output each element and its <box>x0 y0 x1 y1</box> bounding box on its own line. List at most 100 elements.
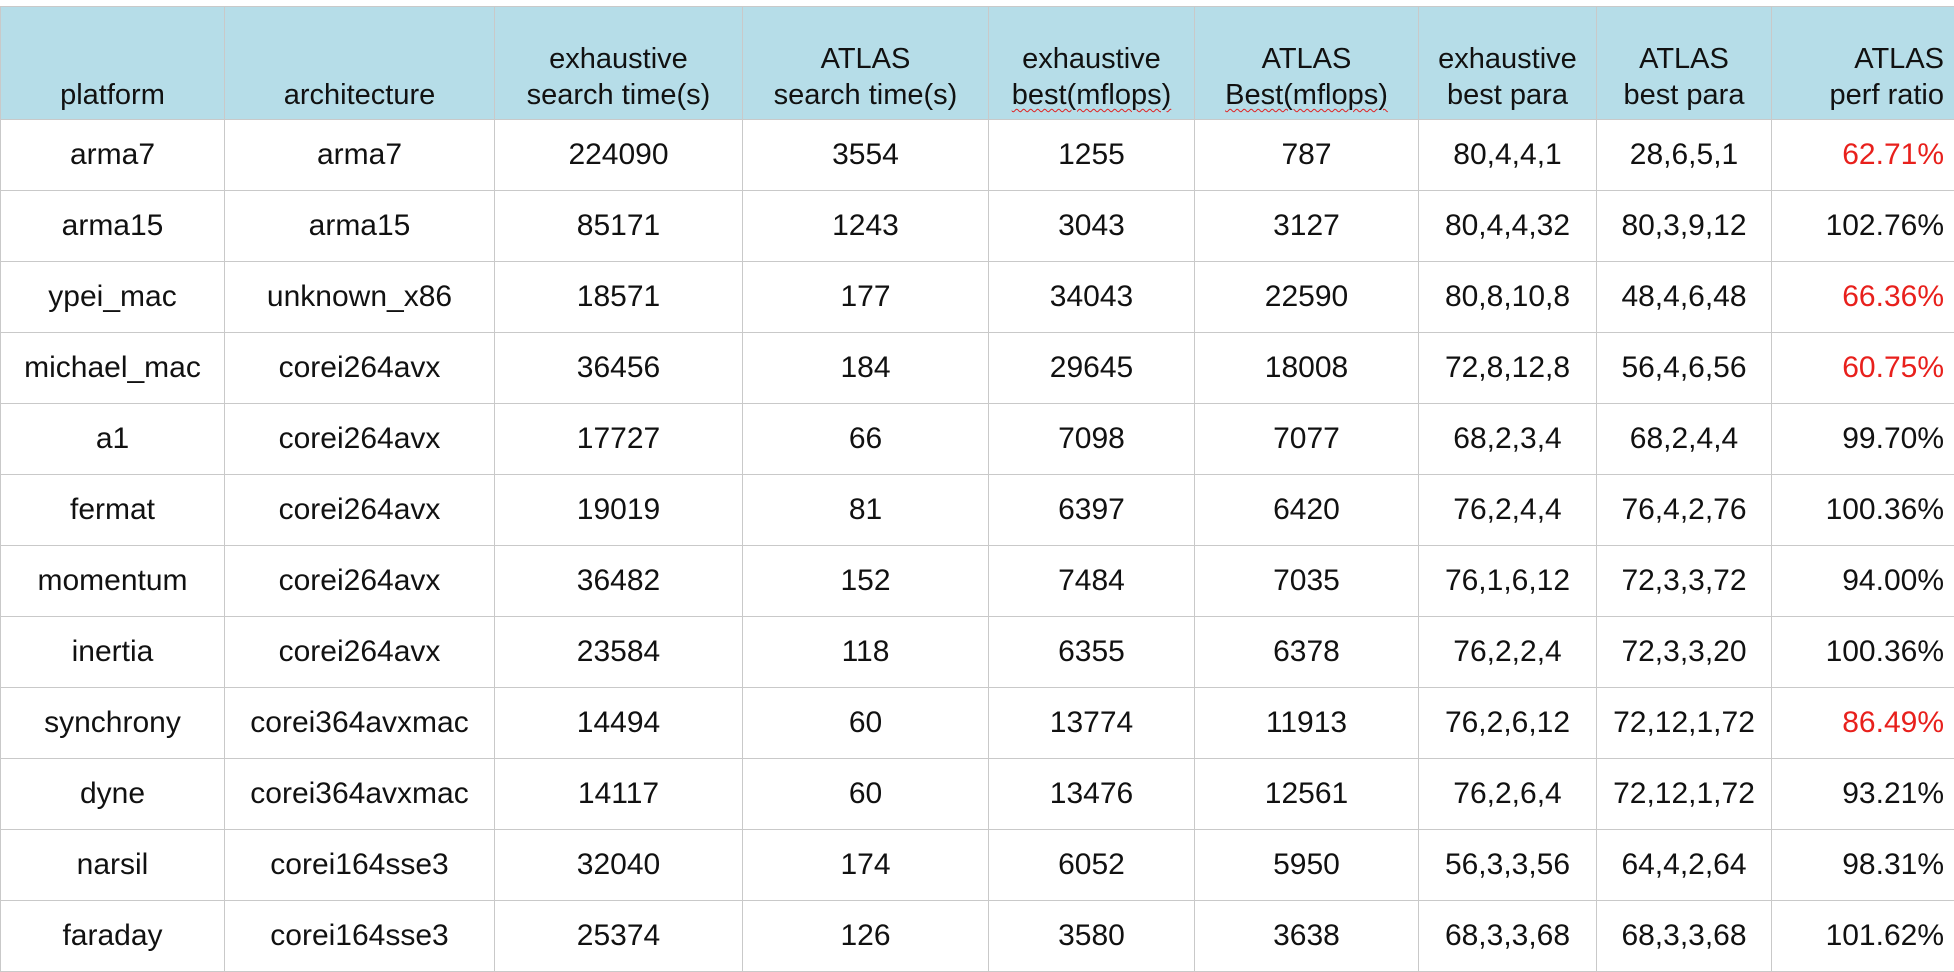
cell-atlas-perf-ratio: 94.00% <box>1772 546 1954 617</box>
cell-atlas-search-time: 81 <box>743 475 989 546</box>
cell-atlas-search-time: 118 <box>743 617 989 688</box>
header-row: platform architecture exhaustive search … <box>1 7 1954 120</box>
header-line1: ATLAS <box>745 41 986 77</box>
cell-exhaustive-best-mflops: 29645 <box>989 333 1195 404</box>
cell-architecture: corei364avxmac <box>225 759 495 830</box>
cell-atlas-search-time: 1243 <box>743 191 989 262</box>
cell-atlas-best-mflops: 787 <box>1195 120 1419 191</box>
header-line2: best para <box>1421 77 1594 113</box>
cell-atlas-perf-ratio: 62.71% <box>1772 120 1954 191</box>
cell-architecture: corei264avx <box>225 617 495 688</box>
cell-exhaustive-search-time: 36482 <box>495 546 743 617</box>
cell-architecture: arma15 <box>225 191 495 262</box>
cell-atlas-search-time: 3554 <box>743 120 989 191</box>
cell-atlas-search-time: 66 <box>743 404 989 475</box>
cell-atlas-best-mflops: 7035 <box>1195 546 1419 617</box>
cell-atlas-perf-ratio: 100.36% <box>1772 475 1954 546</box>
header-line1: exhaustive <box>497 41 740 77</box>
cell-atlas-best-para: 48,4,6,48 <box>1597 262 1772 333</box>
cell-atlas-perf-ratio: 98.31% <box>1772 830 1954 901</box>
cell-atlas-best-para: 80,3,9,12 <box>1597 191 1772 262</box>
cell-exhaustive-best-mflops: 6355 <box>989 617 1195 688</box>
cell-platform: faraday <box>1 901 225 972</box>
cell-exhaustive-best-para: 76,2,6,12 <box>1419 688 1597 759</box>
cell-platform: momentum <box>1 546 225 617</box>
cell-atlas-best-mflops: 5950 <box>1195 830 1419 901</box>
cell-platform: inertia <box>1 617 225 688</box>
header-line1: ATLAS <box>1197 41 1416 77</box>
cell-exhaustive-best-mflops: 3043 <box>989 191 1195 262</box>
cell-platform: narsil <box>1 830 225 901</box>
table-header: platform architecture exhaustive search … <box>1 7 1954 120</box>
cell-atlas-best-mflops: 6378 <box>1195 617 1419 688</box>
cell-exhaustive-search-time: 23584 <box>495 617 743 688</box>
header-atlas-best-para: ATLAS best para <box>1597 7 1772 120</box>
cell-architecture: corei264avx <box>225 333 495 404</box>
cell-architecture: corei164sse3 <box>225 830 495 901</box>
cell-exhaustive-search-time: 25374 <box>495 901 743 972</box>
cell-atlas-perf-ratio: 101.62% <box>1772 901 1954 972</box>
cell-exhaustive-search-time: 85171 <box>495 191 743 262</box>
header-line2: perf ratio <box>1774 77 1944 113</box>
cell-atlas-best-para: 76,4,2,76 <box>1597 475 1772 546</box>
header-atlas-best-mflops: ATLAS Best(mflops) <box>1195 7 1419 120</box>
cell-atlas-perf-ratio: 102.76% <box>1772 191 1954 262</box>
cell-exhaustive-best-para: 80,8,10,8 <box>1419 262 1597 333</box>
cell-exhaustive-best-mflops: 34043 <box>989 262 1195 333</box>
cell-architecture: arma7 <box>225 120 495 191</box>
cell-platform: arma15 <box>1 191 225 262</box>
cell-atlas-perf-ratio: 93.21% <box>1772 759 1954 830</box>
cell-atlas-best-mflops: 18008 <box>1195 333 1419 404</box>
cell-atlas-best-para: 28,6,5,1 <box>1597 120 1772 191</box>
cell-exhaustive-search-time: 19019 <box>495 475 743 546</box>
cell-exhaustive-best-mflops: 6052 <box>989 830 1195 901</box>
cell-architecture: corei164sse3 <box>225 901 495 972</box>
cell-exhaustive-best-mflops: 7098 <box>989 404 1195 475</box>
header-line2: architecture <box>227 77 492 113</box>
cell-exhaustive-best-para: 72,8,12,8 <box>1419 333 1597 404</box>
header-line1: exhaustive <box>991 41 1192 77</box>
header-exhaustive-best-para: exhaustive best para <box>1419 7 1597 120</box>
header-line2: platform <box>3 77 222 113</box>
cell-architecture: unknown_x86 <box>225 262 495 333</box>
cell-exhaustive-best-mflops: 3580 <box>989 901 1195 972</box>
cell-platform: fermat <box>1 475 225 546</box>
cell-atlas-perf-ratio: 60.75% <box>1772 333 1954 404</box>
cell-atlas-best-mflops: 6420 <box>1195 475 1419 546</box>
header-line1: ATLAS <box>1599 41 1769 77</box>
cell-exhaustive-best-mflops: 13774 <box>989 688 1195 759</box>
header-atlas-search-time: ATLAS search time(s) <box>743 7 989 120</box>
cell-atlas-perf-ratio: 99.70% <box>1772 404 1954 475</box>
cell-architecture: corei264avx <box>225 404 495 475</box>
cell-atlas-best-para: 72,3,3,20 <box>1597 617 1772 688</box>
cell-atlas-search-time: 60 <box>743 688 989 759</box>
cell-exhaustive-best-mflops: 1255 <box>989 120 1195 191</box>
cell-platform: arma7 <box>1 120 225 191</box>
cell-platform: synchrony <box>1 688 225 759</box>
cell-atlas-best-para: 68,3,3,68 <box>1597 901 1772 972</box>
cell-exhaustive-best-para: 68,2,3,4 <box>1419 404 1597 475</box>
cell-atlas-perf-ratio: 100.36% <box>1772 617 1954 688</box>
cell-atlas-perf-ratio: 66.36% <box>1772 262 1954 333</box>
cell-atlas-best-mflops: 3638 <box>1195 901 1419 972</box>
cell-platform: michael_mac <box>1 333 225 404</box>
results-table: platform architecture exhaustive search … <box>0 6 1954 972</box>
cell-atlas-search-time: 152 <box>743 546 989 617</box>
cell-atlas-best-mflops: 22590 <box>1195 262 1419 333</box>
cell-exhaustive-search-time: 32040 <box>495 830 743 901</box>
cell-exhaustive-best-para: 76,2,6,4 <box>1419 759 1597 830</box>
cell-atlas-best-mflops: 11913 <box>1195 688 1419 759</box>
cell-exhaustive-search-time: 14117 <box>495 759 743 830</box>
cell-exhaustive-search-time: 36456 <box>495 333 743 404</box>
cell-architecture: corei364avxmac <box>225 688 495 759</box>
cell-atlas-search-time: 60 <box>743 759 989 830</box>
cell-exhaustive-best-para: 80,4,4,1 <box>1419 120 1597 191</box>
cell-architecture: corei264avx <box>225 546 495 617</box>
